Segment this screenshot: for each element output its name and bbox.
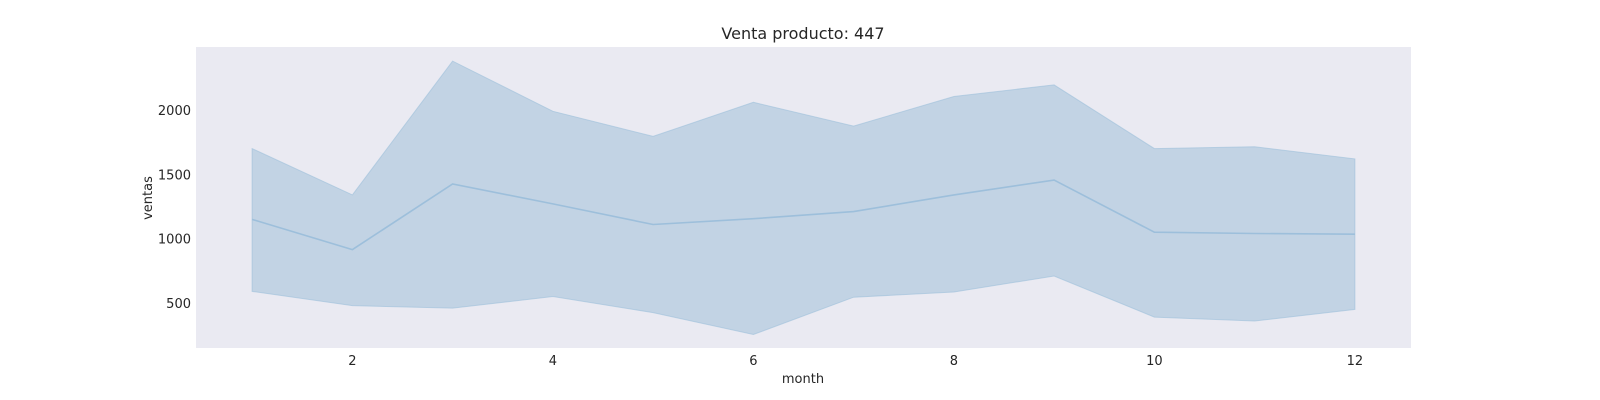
x-tick-label: 12 [1347,354,1364,369]
chart-title: Venta producto: 447 [721,24,884,43]
y-tick-label: 500 [166,297,191,312]
y-tick-label: 1000 [158,233,191,248]
y-tick-label: 1500 [158,168,191,183]
x-tick-label: 6 [749,354,757,369]
x-tick-label: 10 [1146,354,1163,369]
y-tick-labels: 500 1000 1500 2000 [158,104,191,312]
series-line-layer [251,179,1355,251]
x-tick-label: 8 [950,354,958,369]
y-tick-label: 2000 [158,104,191,119]
confidence-band [251,60,1356,336]
y-axis-title: ventas [141,176,156,220]
confidence-band-layer [251,60,1356,336]
x-axis-title: month [782,372,824,387]
x-tick-labels: 2 4 6 8 10 12 [348,354,1363,369]
x-tick-label: 4 [549,354,557,369]
series-line [251,179,1355,251]
x-tick-label: 2 [348,354,356,369]
